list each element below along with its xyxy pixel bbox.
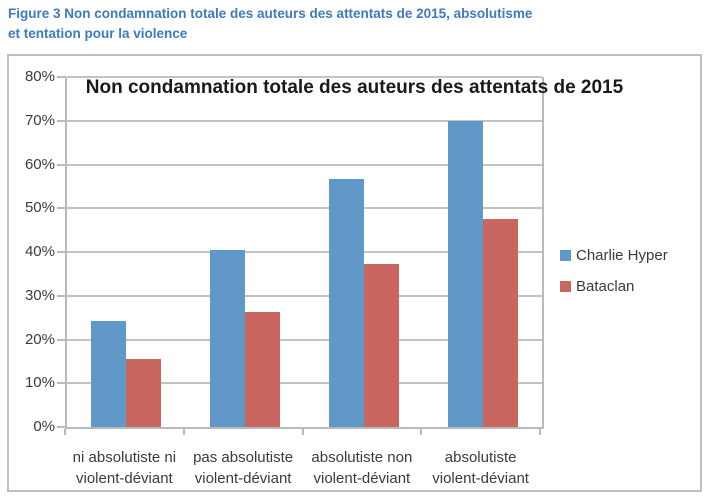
gridline-40 [67,251,542,253]
y-tick-mark-0 [57,426,66,428]
figure-caption-line2: et tentation pour la violence [8,26,188,41]
x-category-label-3: absolutiste non violent-déviant [311,449,413,487]
y-tick-label-70: 70% [24,111,55,129]
x-tick-mark-4 [539,429,541,435]
legend-item-bataclan: Bataclan [560,277,668,295]
y-tick-label-30: 30% [24,286,55,304]
y-tick-mark-70 [57,119,66,122]
x-category-label-2: pas absolutiste violent-déviant [193,449,294,487]
legend-label: Charlie Hyper [576,246,668,264]
y-tick-mark-10 [57,382,66,385]
legend-item-charlie-hyper: Charlie Hyper [560,246,668,264]
x-tick-mark-1 [182,429,185,435]
gridline-50 [67,207,542,210]
chart-frame: Non condamnation totale des auteurs des … [7,54,702,492]
plot-area [65,76,544,429]
legend: Charlie Hyper Bataclan [560,246,668,308]
bar-charlie-hyper-cat2 [210,249,246,427]
y-tick-label-10: 10% [24,374,55,392]
gridline-60 [67,163,542,166]
gridline-10 [67,382,542,385]
y-tick-label-20: 20% [24,330,55,348]
bar-charlie-hyper-cat1 [91,320,127,427]
y-tick-mark-40 [57,251,66,253]
bar-charlie-hyper-cat4 [447,120,483,427]
bar-bataclan-cat1 [126,359,162,427]
y-tick-mark-30 [57,294,66,297]
legend-swatch-icon [560,249,571,261]
chart-title: Non condamnation totale des auteurs des … [85,77,624,98]
x-category-label-4: absolutiste violent-déviant [432,449,529,487]
y-tick-label-50: 50% [24,199,55,217]
bar-bataclan-cat3 [363,264,399,427]
legend-swatch-icon [560,280,571,292]
y-tick-label-60: 60% [24,155,55,173]
gridline-30 [67,294,542,297]
bar-charlie-hyper-cat3 [328,179,364,427]
y-tick-label-40: 40% [24,243,55,260]
x-tick-mark-0 [64,429,66,435]
y-tick-mark-20 [57,338,66,341]
y-tick-mark-80 [57,76,66,78]
y-tick-mark-50 [57,207,66,210]
y-tick-label-80: 80% [24,68,55,85]
y-tick-mark-60 [57,163,66,166]
bar-bataclan-cat2 [245,311,281,427]
gridline-20 [67,338,542,341]
gridline-80 [67,76,542,78]
x-tick-mark-3 [420,429,423,435]
figure-caption-line1: Figure 3 Non condamnation totale des aut… [8,6,533,21]
bar-bataclan-cat4 [482,218,518,427]
figure-caption: Figure 3 Non condamnation totale des aut… [8,4,648,44]
x-category-label-1: ni absolutiste ni violent-déviant [72,449,177,487]
legend-label: Bataclan [576,277,635,295]
gridline-70 [67,119,542,122]
x-tick-mark-2 [301,429,304,435]
y-tick-label-0: 0% [33,418,55,435]
